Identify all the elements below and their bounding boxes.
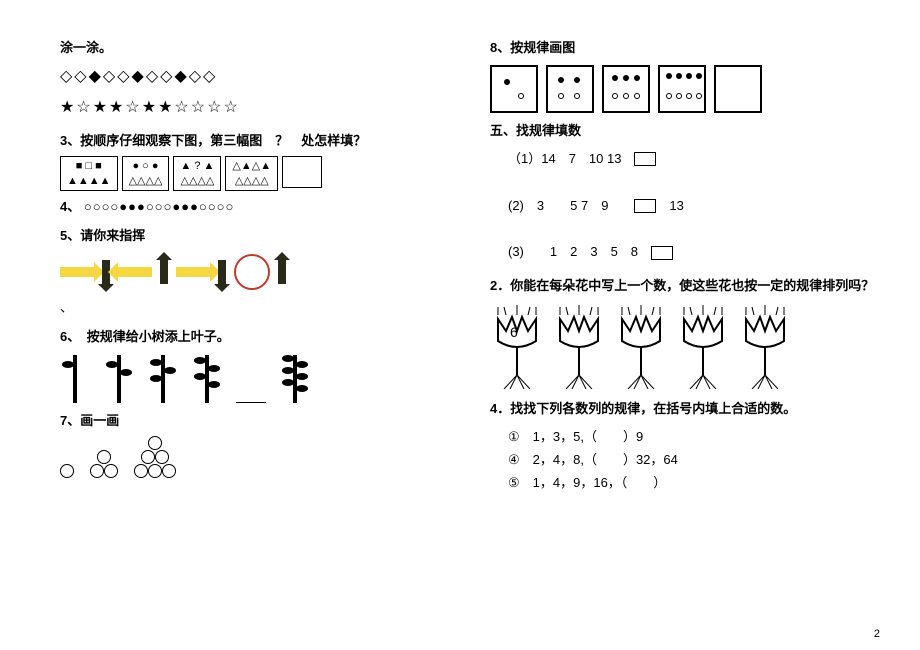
arrow-sequence <box>60 254 450 290</box>
left-column: 涂一涂。 ◇◇◆◇◇◆◇◇◆◇◇ ★☆★★☆★★☆☆☆☆ 3、按顺序仔细观察下图… <box>60 30 450 495</box>
tick-mark: 、 <box>60 296 450 319</box>
s5-line1: （1）14 7 10 13 <box>490 147 880 170</box>
tree-1 <box>60 353 90 403</box>
dice-blank <box>714 65 762 113</box>
dice-1 <box>490 65 538 113</box>
s5-line3: (3) 1 2 3 5 8 <box>490 240 880 263</box>
q3-box4: △▲△▲ △△△△ <box>225 156 278 191</box>
s5-line2: (2) 3 5 7 9 13 <box>490 194 880 217</box>
arrow-right-icon <box>60 267 94 277</box>
q7-title: 7、画一画 <box>60 409 450 432</box>
answer-box-icon <box>634 199 656 213</box>
q4r-title: 4．找找下列各数列的规律，在括号内填上合适的数。 <box>490 397 880 420</box>
stack-1 <box>60 464 74 478</box>
right-column: 8、按规律画图 五、找规律填数 （1）14 7 10 13 (2) 3 5 7 … <box>490 30 880 495</box>
q2-title: 2．你能在每朵花中写上一个数，使这些花也按一定的规律排列吗？ <box>490 274 880 297</box>
arrow-right-icon <box>176 267 210 277</box>
tree-blank <box>236 362 266 403</box>
section5-title: 五、找规律填数 <box>490 119 880 142</box>
flower-1: 6 <box>490 305 544 389</box>
seq-line5: ⑤ 1，4，9，16，（ ） <box>490 471 880 494</box>
stack-2 <box>90 450 118 478</box>
dice-sequence <box>490 65 880 113</box>
answer-box-icon <box>634 152 656 166</box>
arrow-down-icon <box>218 260 226 284</box>
q6-title: 6、 按规律给小树添上叶子。 <box>60 325 450 348</box>
q3-box3: ▲ ? ▲ △△△△ <box>173 156 221 191</box>
q3-title: 3、按顺序仔细观察下图，第三幅图 ？ 处怎样填？ <box>60 129 450 152</box>
circle-stack <box>60 436 450 478</box>
seq-line4: ④ 2，4，8,（ ）32，64 <box>490 448 880 471</box>
q4-circles: ○○○○●●●○○○●●●○○○○ <box>84 199 235 214</box>
tree-4 <box>192 353 222 403</box>
answer-box-icon <box>651 246 673 260</box>
dice-4 <box>658 65 706 113</box>
answer-circle <box>234 254 270 290</box>
q4-line: 4、 ○○○○●●●○○○●●●○○○○ <box>60 195 450 218</box>
tree-sequence <box>60 353 450 403</box>
arrow-left-icon <box>118 267 152 277</box>
seq-line1: ① 1，3，5,（ ）9 <box>490 425 880 448</box>
star-row: ★☆★★☆★★☆☆☆☆ <box>60 94 450 123</box>
flower-3 <box>614 305 668 389</box>
arrow-up-icon <box>278 260 286 284</box>
stack-3 <box>134 436 176 478</box>
flower-row: 6 <box>490 305 880 389</box>
diamond-row: ◇◇◆◇◇◆◇◇◆◇◇ <box>60 63 450 92</box>
flower-4 <box>676 305 730 389</box>
q5-title: 5、请你来指挥 <box>60 224 450 247</box>
q3-boxes: ■ □ ■ ▲▲▲▲ ● ○ ● △△△△ ▲ ? ▲ △△△△ △▲△▲ △△… <box>60 156 450 191</box>
flower-5 <box>738 305 792 389</box>
dice-2 <box>546 65 594 113</box>
tree-2 <box>104 353 134 403</box>
flower-2 <box>552 305 606 389</box>
q-paint: 涂一涂。 <box>60 36 450 59</box>
arrow-up-icon <box>160 260 168 284</box>
q8-title: 8、按规律画图 <box>490 36 880 59</box>
tree-3 <box>148 353 178 403</box>
flower-num: 6 <box>510 324 518 340</box>
page-number: 2 <box>874 628 880 640</box>
q3-box1: ■ □ ■ ▲▲▲▲ <box>60 156 118 191</box>
q3-box2: ● ○ ● △△△△ <box>122 156 170 191</box>
dice-3 <box>602 65 650 113</box>
tree-6 <box>280 353 310 403</box>
q3-answer-box <box>282 156 322 188</box>
